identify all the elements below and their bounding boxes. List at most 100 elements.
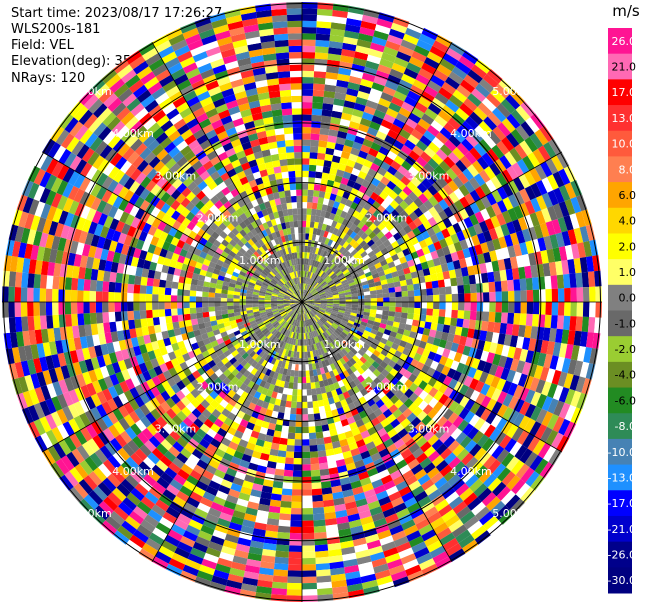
velocity-gate [92,257,101,270]
velocity-gate [291,305,298,310]
velocity-gate [227,364,236,373]
velocity-gate [103,375,114,389]
velocity-gate [195,165,207,176]
velocity-gate [385,485,399,497]
velocity-gate [388,235,397,245]
velocity-gate [477,232,487,245]
velocity-gate [331,256,338,264]
velocity-gate [250,396,259,405]
velocity-gate [138,230,148,242]
velocity-gate [99,365,110,379]
velocity-gate [264,258,271,265]
velocity-gate [523,375,534,390]
velocity-gate [552,342,562,357]
velocity-gate [380,433,391,443]
velocity-gate [135,239,145,250]
velocity-gate [417,223,427,234]
velocity-gate [346,343,354,351]
velocity-gate [271,410,279,419]
velocity-gate [111,230,122,243]
velocity-gate [353,370,361,378]
velocity-gate [220,115,233,125]
velocity-gate [518,266,526,280]
velocity-gate [421,364,431,374]
velocity-gate [223,200,233,210]
velocity-gate [525,313,533,327]
velocity-gate [359,356,367,364]
velocity-gate [173,246,183,255]
velocity-gate [223,473,235,483]
velocity-gate [121,369,131,381]
velocity-gate [70,289,78,302]
velocity-gate [160,439,173,451]
velocity-gate [341,279,348,285]
velocity-gate [195,384,205,394]
velocity-gate [184,166,196,177]
velocity-gate [266,460,277,469]
velocity-gate [503,334,512,347]
velocity-gate [496,378,507,391]
velocity-gate [364,368,373,377]
velocity-gate [333,320,340,326]
velocity-gate [313,260,318,267]
velocity-gate [287,247,292,254]
velocity-gate [147,350,157,361]
velocity-gate [420,308,427,316]
velocity-gate [505,323,514,336]
velocity-gate [284,306,291,310]
velocity-gate [233,294,240,299]
velocity-gate [196,459,209,470]
velocity-gate [161,213,171,224]
velocity-gate [140,176,152,189]
velocity-gate [176,239,186,249]
velocity-gate [284,294,291,298]
velocity-gate [519,278,527,291]
velocity-gate [261,315,268,320]
velocity-gate [310,139,319,147]
velocity-gate [448,214,458,226]
velocity-gate [286,394,293,402]
velocity-gate [432,412,443,424]
velocity-gate [509,256,519,269]
velocity-gate [252,304,259,308]
velocity-gate [191,448,204,460]
velocity-gate [367,346,376,354]
velocity-gate [183,502,197,514]
velocity-gate [486,240,496,252]
velocity-gate [298,307,301,315]
velocity-gate [328,271,335,277]
velocity-gate [243,218,251,227]
velocity-gate [425,315,433,323]
velocity-gate [290,296,297,300]
velocity-gate [338,528,352,537]
velocity-gate [404,438,417,449]
velocity-gate [246,309,254,314]
velocity-gate [342,317,349,323]
velocity-gate [308,233,313,241]
velocity-gate [130,452,143,466]
velocity-gate [305,277,309,284]
velocity-gate [302,526,315,534]
velocity-gate [264,320,271,326]
velocity-gate [225,467,237,477]
velocity-gate [532,314,540,327]
velocity-gate [290,401,297,409]
velocity-gate [256,197,264,205]
velocity-gate [506,221,516,235]
velocity-gate [302,102,313,109]
velocity-gate [276,250,282,258]
velocity-gate [310,310,316,316]
velocity-gate [478,451,492,466]
velocity-gate [276,265,282,272]
velocity-gate [467,426,479,440]
velocity-gate [408,191,419,202]
velocity-gate [212,239,222,248]
velocity-gate [441,486,456,500]
velocity-gate [303,289,305,296]
velocity-gate [172,373,182,384]
velocity-gate [186,496,200,508]
velocity-gate [224,60,239,71]
velocity-gate [248,281,256,287]
velocity-gate [292,483,302,490]
velocity-gate [286,323,291,330]
